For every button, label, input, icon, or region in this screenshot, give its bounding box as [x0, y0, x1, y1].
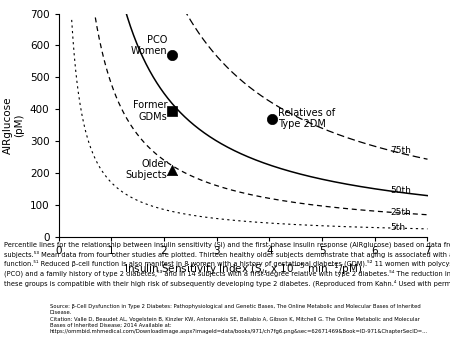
Text: Source: β-Cell Dysfunction in Type 2 Diabetes: Pathophysiological and Genetic Ba: Source: β-Cell Dysfunction in Type 2 Dia…	[50, 304, 428, 334]
Text: PCO
Women: PCO Women	[131, 34, 167, 56]
Text: McGraw: McGraw	[9, 310, 36, 315]
Point	[168, 52, 176, 58]
Text: 75th: 75th	[391, 146, 411, 155]
Text: Percentile lines for the relationship between insulin sensitivity (Si) and the f: Percentile lines for the relationship be…	[4, 242, 450, 287]
Point	[268, 116, 275, 121]
Text: 50th: 50th	[391, 186, 411, 195]
Y-axis label: AIRglucose
(pM): AIRglucose (pM)	[3, 96, 24, 154]
Text: Former
GDMs: Former GDMs	[133, 100, 167, 122]
Text: Older
Subjects: Older Subjects	[126, 159, 167, 180]
Text: Hill: Hill	[17, 322, 28, 327]
Point	[168, 167, 176, 172]
Point	[168, 108, 176, 114]
Text: Relatives of
Type 2DM: Relatives of Type 2DM	[278, 108, 335, 129]
Text: 5th: 5th	[391, 223, 406, 232]
Text: 25th: 25th	[391, 208, 411, 217]
X-axis label: Insulin Sensitivity Index (S$_i$; x 10$^{-5}$ min$^{-1}$/pM): Insulin Sensitivity Index (S$_i$; x 10$^…	[124, 261, 362, 277]
